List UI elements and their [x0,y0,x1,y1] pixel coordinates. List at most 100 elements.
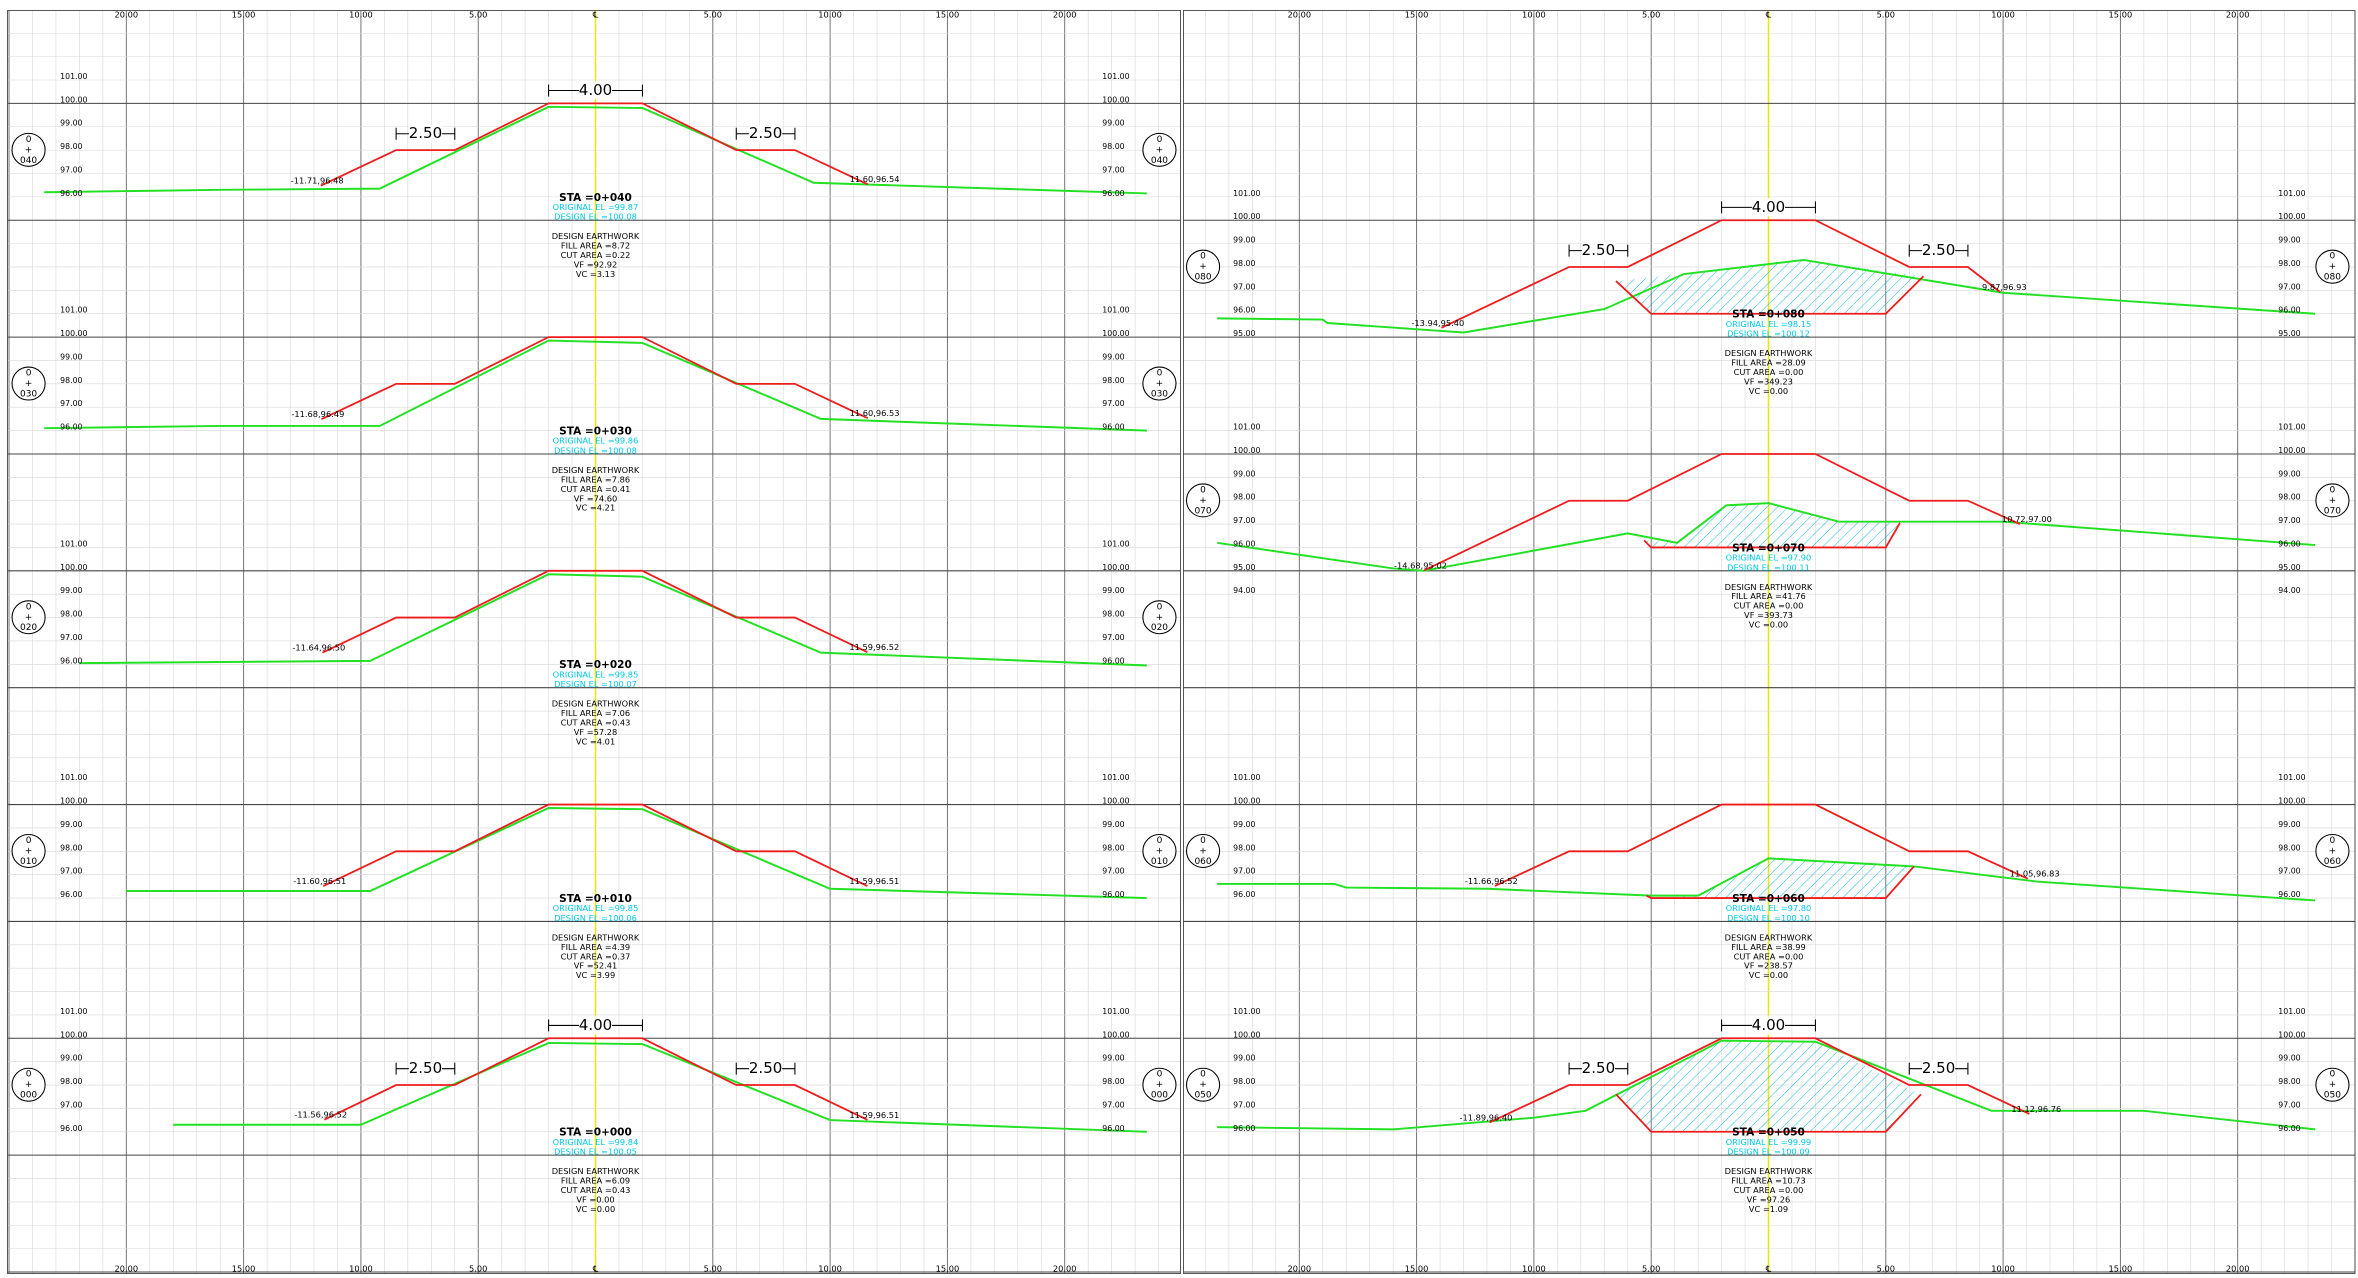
station-label: + [2329,262,2337,272]
catch-label: -11.56,96.52 [294,1110,347,1120]
earthwork-line: VF =393.73 [1744,610,1793,620]
elevation-label: 97.00 [1233,516,1255,525]
design-el: DESIGN EL =100.12 [1727,329,1810,339]
station-circle [1142,132,1177,167]
station-label: 060 [1194,857,1211,867]
catch-label: 11.59,96.51 [849,876,899,886]
dimension-bg [1922,1059,1956,1078]
elevation-label: 96.00 [2278,890,2300,899]
ruler-label: 5.00 [704,1264,722,1274]
station-label: 0 [1200,485,1206,495]
dimension-bg [749,124,783,143]
catch-label: -11.71,96.48 [291,176,344,186]
elevation-label: 97.00 [2278,867,2300,876]
earthwork-line: FILL AREA =41.76 [1731,591,1806,601]
station-label: + [2329,496,2337,506]
catch-label: -11.68,96.49 [291,409,344,419]
elevation-label: 96.00 [1102,189,1124,198]
station-circle [11,833,46,869]
elevation-label: 100.00 [1102,95,1129,104]
station-title: STA =0+030 [559,426,632,438]
elevation-label: 97.00 [2278,282,2300,291]
elevation-label: 98.00 [60,376,82,385]
earthwork-line: CUT AREA =0.00 [1734,951,1804,961]
earthwork-line: FILL AREA =10.73 [1731,1176,1806,1186]
elevation-label: 101.00 [2278,423,2305,432]
earthwork-line: DESIGN EARTHWORK [552,1166,640,1176]
station-circle [11,600,46,635]
earthwork-line: VF =97.26 [1747,1194,1791,1204]
station-label: 000 [1151,1091,1168,1101]
elevation-label: 95.00 [1233,563,1255,572]
design-el: DESIGN EL =100.06 [554,913,637,923]
ruler-label: ℄ [1765,1264,1772,1274]
ruler-label: ℄ [592,9,599,19]
catch-label: -11.60,96.51 [293,876,346,886]
ruler-label: 20.00 [114,1264,138,1274]
ruler-label: 20.00 [1287,9,1311,19]
elevation-label: 99.00 [1102,352,1124,361]
station-label: + [1199,262,1207,272]
ruler-label: 20.00 [2226,1264,2250,1274]
elevation-label: 100.00 [2278,797,2305,806]
earthwork-line: FILL AREA =4.39 [561,942,630,952]
earthwork-line: VC =0.00 [1749,620,1788,630]
catch-label: 11.05,96.83 [2010,869,2060,879]
station-label: 080 [1194,273,1211,283]
earthwork-line: CUT AREA =0.43 [561,718,631,728]
ground-line [44,105,1147,195]
elevation-label: 100.00 [60,563,87,572]
elevation-label: 98.00 [2278,493,2300,502]
station-label: + [25,379,33,389]
station-label: 060 [2324,857,2341,867]
station-label: 0 [2330,1070,2336,1080]
elevation-label: 100.00 [1233,1030,1260,1039]
elevation-label: 96.00 [2278,306,2300,315]
station-label: 050 [1194,1091,1211,1101]
elevation-label: 96.00 [1233,306,1255,315]
earthwork-line: FILL AREA =38.99 [1731,942,1806,952]
earthwork-line: CUT AREA =0.00 [1734,367,1804,377]
ruler-label: 10.00 [349,1264,373,1274]
station-circle [1142,1067,1177,1102]
elevation-label: 100.00 [1102,1030,1129,1039]
dimension-label: 4.00 [1752,198,1785,216]
station-circle [1185,483,1221,518]
original-el: ORIGINAL EL =99.99 [1726,1137,1812,1147]
station-title: STA =0+070 [1732,542,1805,554]
station-label: 0 [26,1070,32,1080]
station-circle [11,1067,46,1102]
design-el: DESIGN EL =100.08 [554,445,637,455]
elevation-label: 99.00 [60,586,82,595]
ruler-label: 15.00 [2109,1264,2133,1274]
ruler-label: 15.00 [936,1264,960,1274]
station-circle [2315,483,2350,518]
elevation-label: 100.00 [1102,797,1129,806]
station-circle [1185,249,1221,284]
elevation-label: 98.00 [2278,1077,2300,1086]
fill-hatch [1644,503,1900,548]
elevation-label: 100.00 [1233,797,1260,806]
elevation-label: 101.00 [1102,72,1129,81]
catch-label: -11.89,96.40 [1459,1112,1512,1122]
ruler-label: 10.00 [1991,1264,2015,1274]
earthwork-line: VF =238.57 [1744,961,1793,971]
station-label: + [1156,145,1164,155]
original-el: ORIGINAL EL =99.87 [553,202,639,212]
dimension-bg [1922,241,1956,260]
ground-line [173,1041,1147,1133]
station-label: + [1199,847,1207,857]
earthwork-line: VC =4.01 [576,736,615,746]
ground-line [1217,1039,2316,1131]
station-label: 0 [26,602,32,612]
station-label: 030 [1151,390,1168,400]
station-label: 0 [2330,485,2336,495]
earthwork-line: VC =3.99 [576,970,615,980]
dimension-label: 2.50 [1922,1059,1955,1077]
earthwork-line: DESIGN EARTHWORK [552,699,640,709]
station-label: 0 [1200,1070,1206,1080]
station-circle [1185,833,1221,869]
subgrade-line [1646,865,1915,899]
elevation-label: 100.00 [2278,446,2305,455]
